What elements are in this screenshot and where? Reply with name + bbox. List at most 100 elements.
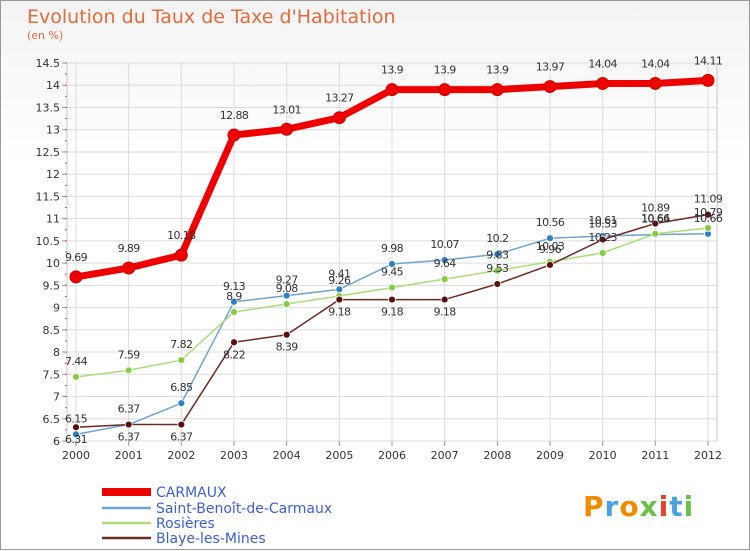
- logo-letter: i: [658, 490, 670, 523]
- data-label: 8.22: [223, 348, 245, 361]
- data-label: 8.39: [276, 341, 299, 354]
- proxiti-logo: Proxiti: [583, 490, 694, 523]
- data-label: 10.18: [167, 229, 196, 242]
- data-label: 9.69: [65, 251, 88, 264]
- series-point-2: [440, 275, 449, 284]
- data-label: 10.61: [588, 214, 617, 227]
- legend-label: Saint-Benoît-de-Carmaux: [156, 501, 332, 517]
- series-point-2: [72, 373, 80, 381]
- x-tick-label: 2004: [273, 449, 301, 462]
- series-point-3: [546, 260, 554, 269]
- series-point-1: [177, 399, 186, 408]
- data-label: 10.23: [588, 231, 617, 244]
- data-label: 10.56: [536, 216, 565, 229]
- data-label: 13.01: [272, 103, 301, 116]
- data-label: 10.07: [430, 238, 459, 251]
- data-label: 9.53: [486, 262, 509, 275]
- logo-letter: x: [639, 490, 659, 523]
- data-label: 14.04: [588, 57, 617, 70]
- y-tick-label: 6: [53, 435, 60, 448]
- series-point-0: [174, 248, 188, 262]
- y-tick-label: 13.5: [36, 101, 61, 114]
- series-point-3: [124, 420, 133, 429]
- data-label: 6.37: [118, 403, 141, 416]
- y-tick-label: 14.5: [36, 57, 61, 70]
- data-label: 13.27: [325, 92, 354, 105]
- series-point-1: [282, 291, 291, 300]
- series-point-1: [440, 256, 449, 264]
- legend-label: Rosières: [156, 516, 215, 532]
- x-tick-label: 2010: [589, 449, 617, 462]
- data-label: 10.79: [694, 206, 723, 219]
- data-label: 9.45: [381, 266, 404, 279]
- series-point-3: [230, 338, 238, 347]
- series-point-3: [388, 295, 396, 304]
- y-tick-label: 13: [46, 124, 60, 137]
- data-label: 13.9: [434, 64, 457, 77]
- y-tick-label: 7.5: [43, 368, 61, 381]
- data-label: 7.59: [118, 348, 141, 361]
- series-point-2: [282, 300, 291, 308]
- data-label: 11.09: [694, 193, 723, 206]
- x-tick-label: 2003: [220, 449, 248, 462]
- x-tick-label: 2009: [536, 449, 564, 462]
- series-point-1: [388, 260, 396, 268]
- y-tick-label: 11.5: [36, 190, 61, 203]
- data-label: 13.97: [536, 61, 565, 74]
- y-tick-label: 10: [46, 257, 60, 270]
- series-point-3: [440, 295, 449, 304]
- data-label: 6.15: [65, 412, 88, 425]
- series-point-2: [388, 283, 396, 292]
- series-point-2: [124, 366, 133, 375]
- data-label: 10.66: [694, 212, 723, 225]
- data-label: 9.26: [328, 274, 351, 287]
- series-point-0: [69, 270, 83, 284]
- data-label: 9.98: [381, 242, 404, 255]
- x-tick-label: 2000: [62, 449, 90, 462]
- y-tick-label: 11: [46, 213, 60, 226]
- x-tick-label: 2005: [325, 449, 353, 462]
- series-point-1: [493, 250, 502, 259]
- data-label: 9.27: [276, 274, 299, 287]
- logo-letter: t: [669, 490, 684, 523]
- legend-label: CARMAUX: [156, 485, 227, 501]
- data-label: 10.03: [536, 240, 565, 253]
- series-point-0: [596, 76, 610, 90]
- logo-letter: r: [604, 490, 620, 523]
- data-label: 13.9: [381, 64, 404, 77]
- series-point-3: [335, 295, 344, 304]
- series-point-2: [493, 266, 502, 275]
- data-label: 14.04: [641, 57, 670, 70]
- series-point-0: [701, 73, 715, 87]
- series-point-0: [648, 76, 662, 90]
- data-label: 14.11: [694, 54, 723, 67]
- x-tick-label: 2006: [378, 449, 406, 462]
- x-tick-label: 2001: [115, 449, 143, 462]
- x-tick-label: 2011: [641, 449, 669, 462]
- y-tick-label: 10.5: [36, 235, 61, 248]
- data-label: 10.2: [486, 232, 508, 245]
- series-point-0: [332, 111, 346, 125]
- series-point-2: [230, 308, 238, 316]
- series-point-1: [546, 234, 554, 243]
- data-label: 9.96: [539, 243, 562, 256]
- data-label: 6.31: [65, 433, 87, 446]
- series-point-3: [493, 280, 502, 288]
- series-point-2: [598, 248, 607, 257]
- series-point-3: [282, 330, 291, 339]
- logo-letter: o: [619, 490, 640, 523]
- data-label: 13.9: [486, 64, 509, 77]
- y-tick-label: 12.5: [36, 146, 61, 159]
- series-point-3: [72, 423, 80, 432]
- data-label: 10.53: [588, 218, 617, 231]
- y-tick-label: 6.5: [43, 413, 61, 426]
- y-tick-label: 9.5: [43, 279, 61, 292]
- y-tick-label: 7: [53, 391, 60, 404]
- data-label: 9.83: [486, 249, 509, 262]
- series-point-0: [122, 261, 136, 275]
- series-point-3: [177, 420, 186, 429]
- logo-letter: i: [683, 490, 695, 523]
- legend-label: Blaye-les-Mines: [156, 531, 266, 547]
- series-point-3: [651, 219, 660, 228]
